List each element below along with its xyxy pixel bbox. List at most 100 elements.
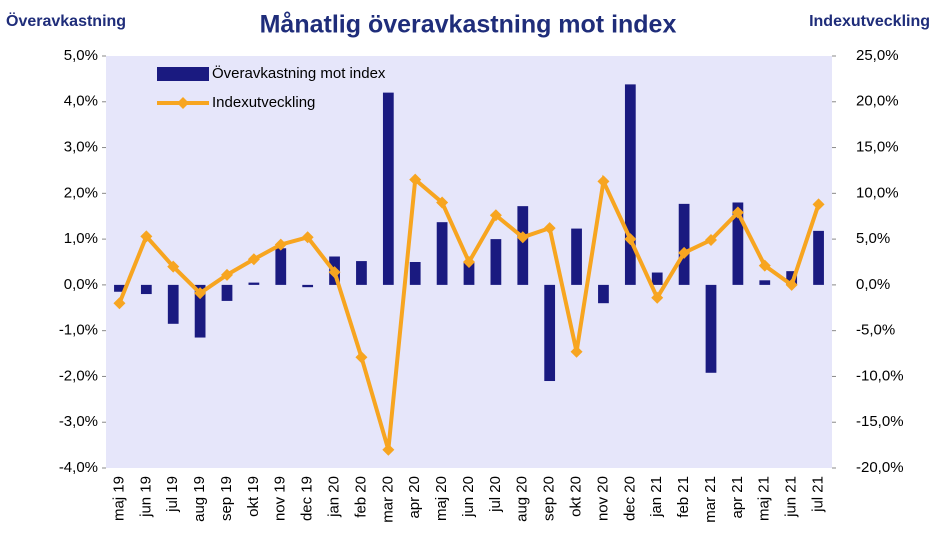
x-tick-label: okt 20 [568, 476, 585, 517]
y2-tick-label: -5,0% [856, 322, 895, 339]
x-tick-label: jun 20 [460, 476, 477, 518]
line-marker [221, 268, 233, 281]
y-tick-label: 1,0% [64, 230, 98, 247]
line-marker [167, 260, 180, 273]
legend-swatch [157, 67, 209, 81]
line-marker [678, 246, 691, 259]
x-tick-label: aug 20 [514, 476, 531, 522]
x-tick-label: jul 20 [487, 476, 504, 513]
bar [302, 284, 314, 288]
y2-axis-title: Indexutveckling [809, 13, 930, 30]
line-marker [705, 234, 717, 247]
y2-tick-label: 20,0% [856, 93, 899, 110]
x-tick-label: okt 19 [245, 476, 262, 517]
line-marker [785, 278, 798, 291]
bar [517, 206, 529, 285]
bar [759, 280, 771, 285]
y-tick-label: 4,0% [64, 93, 98, 110]
y2-tick-label: 0,0% [856, 276, 890, 293]
bar [167, 284, 179, 324]
line-marker [194, 287, 207, 300]
bar [194, 284, 206, 338]
chart-title: Månatlig överavkastning mot index [260, 11, 677, 39]
y-tick-label: -3,0% [59, 413, 98, 430]
x-tick-label: maj 21 [756, 476, 773, 521]
y-tick-label: -4,0% [59, 459, 98, 476]
y-tick-label: 2,0% [64, 184, 98, 201]
line-marker [382, 443, 395, 456]
y-tick-label: -2,0% [59, 367, 98, 384]
x-tick-label: maj 20 [433, 476, 450, 521]
bar [651, 272, 663, 285]
line-marker [758, 259, 771, 272]
bar [705, 284, 717, 373]
legend-label: Överavkastning mot index [212, 64, 386, 82]
line-marker [328, 266, 341, 279]
x-tick-label: nov 20 [594, 476, 611, 521]
bar [409, 262, 421, 285]
line-marker [624, 233, 637, 246]
y-tick-label: 0,0% [64, 276, 98, 293]
line-marker [812, 198, 825, 211]
y-tick-label: 5,0% [64, 47, 98, 64]
y2-tick-label: -10,0% [856, 367, 904, 384]
x-tick-label: jan 21 [648, 476, 665, 518]
x-tick-label: jul 21 [810, 476, 827, 513]
bar [463, 262, 475, 285]
x-tick-label: dec 20 [621, 476, 638, 521]
bar [678, 203, 690, 285]
x-tick-label: apr 21 [729, 476, 746, 519]
bar [786, 271, 798, 285]
x-tick-label: feb 21 [675, 476, 692, 518]
line-marker [274, 238, 287, 251]
line-marker [436, 196, 449, 209]
bar [382, 92, 394, 285]
bar [544, 284, 556, 382]
bar [571, 228, 582, 285]
line-marker [516, 231, 529, 244]
x-tick-label: dec 19 [299, 476, 316, 521]
y-tick-label: -1,0% [59, 322, 98, 339]
bar [275, 248, 287, 285]
x-tick-label: maj 19 [110, 476, 127, 521]
x-tick-label: jun 19 [137, 476, 154, 518]
line-marker [731, 206, 744, 219]
x-tick-label: feb 20 [352, 476, 369, 518]
line-marker [489, 209, 502, 222]
line-marker [301, 231, 314, 244]
y2-tick-label: -20,0% [856, 459, 904, 476]
y2-tick-label: 25,0% [856, 47, 899, 64]
x-tick-label: mar 21 [702, 476, 719, 523]
y-axis-title: Överavkastning [6, 11, 126, 30]
x-tick-label: jan 20 [326, 476, 343, 518]
line-marker [355, 351, 368, 364]
bar [624, 84, 636, 285]
x-tick-label: jul 19 [164, 476, 181, 513]
legend-marker [177, 97, 189, 109]
bar [732, 202, 744, 285]
y2-tick-label: 15,0% [856, 139, 899, 156]
bar [221, 284, 233, 301]
line-marker [463, 256, 475, 268]
line-marker [570, 345, 583, 358]
bar [140, 284, 152, 295]
line-marker [651, 291, 664, 304]
x-tick-label: apr 20 [406, 476, 423, 519]
bar [813, 230, 824, 285]
bar [490, 239, 502, 285]
bar [248, 282, 260, 285]
x-tick-label: sep 20 [541, 476, 558, 521]
bar [598, 284, 609, 304]
bar [436, 222, 448, 285]
y-tick-label: 3,0% [64, 139, 98, 156]
line-marker [597, 175, 610, 188]
y2-tick-label: 5,0% [856, 230, 890, 247]
bar [356, 261, 367, 285]
x-tick-label: jun 21 [783, 476, 800, 518]
y2-tick-label: 10,0% [856, 184, 899, 201]
x-tick-label: mar 20 [379, 476, 396, 523]
y2-tick-label: -15,0% [856, 413, 904, 430]
line-marker [543, 222, 556, 235]
bar [114, 284, 125, 292]
